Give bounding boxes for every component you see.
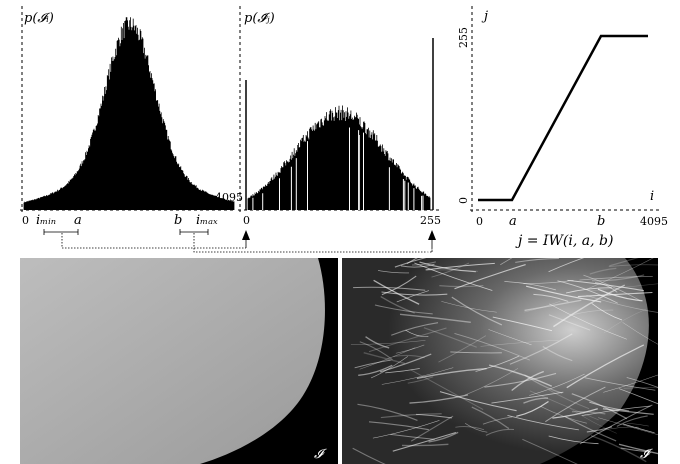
window-function: j i 255 0 0 a b 4095 j = IW(i, a, b) xyxy=(457,6,668,249)
tick-label: 0 xyxy=(476,215,483,228)
original-image: 𝓘 xyxy=(20,258,338,464)
windowed-image: 𝓘̃ xyxy=(342,233,680,464)
tick-label: 0 xyxy=(457,197,470,204)
tick-label: a xyxy=(74,213,82,228)
decoration xyxy=(248,106,430,211)
tick-label: iₘᵢₙ xyxy=(36,213,56,228)
decoration xyxy=(24,17,234,210)
tick-label: b xyxy=(174,213,182,228)
axis-label: i xyxy=(650,189,654,204)
input-histogram: p(𝓘ᵢ) 4095 0 iₘᵢₙ a b iₘₐₓ xyxy=(20,6,243,235)
tick-label: a xyxy=(509,214,517,229)
axis-label: j xyxy=(481,9,488,24)
tick-label: 255 xyxy=(420,214,441,227)
figure: p(𝓘ᵢ) 4095 0 iₘᵢₙ a b iₘₐₓ p(𝓘̃ⱼ) 0 255 … xyxy=(0,0,680,464)
tick-label: 255 xyxy=(457,27,470,48)
hist-label: p(𝓘̃ⱼ) xyxy=(244,11,275,26)
tick-label: 0 xyxy=(22,214,29,227)
tick-label: iₘₐₓ xyxy=(196,213,218,228)
output-histogram: p(𝓘̃ⱼ) 0 255 xyxy=(238,6,441,227)
caption: j = IW(i, a, b) xyxy=(515,233,613,249)
hist-label: p(𝓘ᵢ) xyxy=(24,11,54,26)
tick-label: 0 xyxy=(243,214,250,227)
tick-label: 4095 xyxy=(640,215,668,228)
tick-label: b xyxy=(597,214,605,229)
